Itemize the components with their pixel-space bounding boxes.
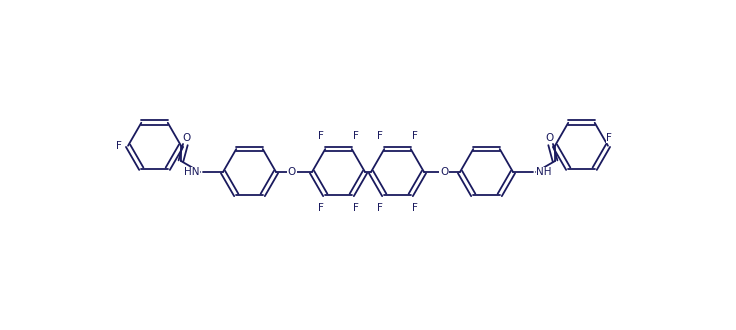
Text: F: F bbox=[606, 133, 612, 143]
Text: F: F bbox=[378, 203, 383, 213]
Text: F: F bbox=[412, 131, 418, 141]
Text: F: F bbox=[353, 203, 358, 213]
Text: HN: HN bbox=[185, 167, 200, 177]
Text: NH: NH bbox=[536, 167, 551, 177]
Text: F: F bbox=[353, 131, 358, 141]
Text: O: O bbox=[440, 167, 448, 177]
Text: O: O bbox=[545, 133, 553, 143]
Text: F: F bbox=[378, 131, 383, 141]
Text: F: F bbox=[318, 131, 324, 141]
Text: O: O bbox=[288, 167, 296, 177]
Text: O: O bbox=[183, 133, 191, 143]
Text: F: F bbox=[116, 141, 122, 151]
Text: F: F bbox=[412, 203, 418, 213]
Text: F: F bbox=[318, 203, 324, 213]
